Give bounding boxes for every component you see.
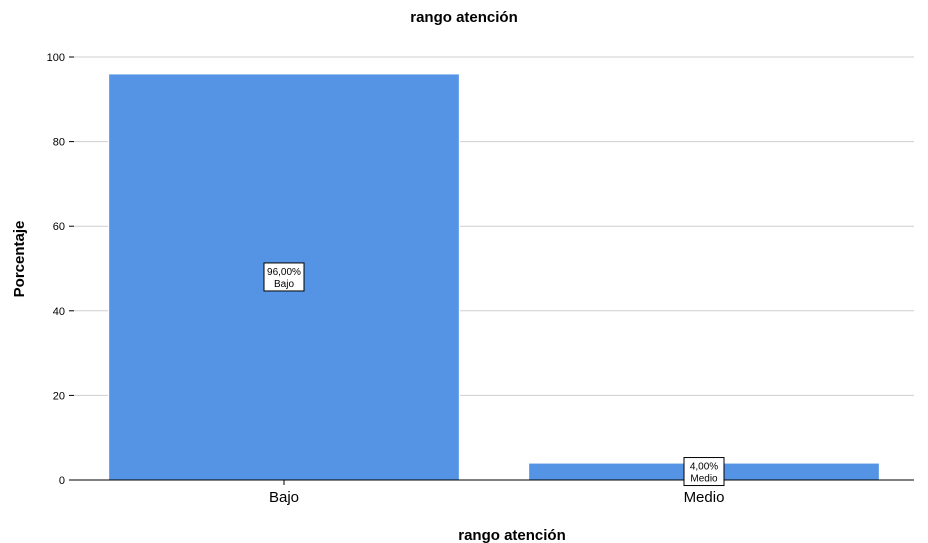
data-label: 4,00%Medio <box>683 457 725 487</box>
y-tick-label: 100 <box>47 52 65 64</box>
y-tick-label: 40 <box>53 306 65 318</box>
data-label-value: 96,00% <box>267 267 301 278</box>
bars <box>108 73 880 481</box>
data-label-category: Medio <box>690 474 718 485</box>
x-axis-label: rango atención <box>458 527 566 543</box>
x-tick-label: Medio <box>684 489 725 506</box>
x-axis-ticks: Bajo Medio <box>269 480 724 506</box>
chart-title: rango atención <box>410 9 518 26</box>
data-label-value: 4,00% <box>690 462 718 473</box>
data-label-box <box>263 262 305 292</box>
y-tick-label: 0 <box>59 475 65 487</box>
data-label-category: Bajo <box>274 279 294 290</box>
y-tick-label: 80 <box>53 137 65 149</box>
y-tick-label: 60 <box>53 221 65 233</box>
data-label: 96,00%Bajo <box>263 262 305 292</box>
data-label-box <box>683 457 725 487</box>
y-tick-label: 20 <box>53 390 65 402</box>
y-axis-label: Porcentaje <box>11 221 28 298</box>
y-axis-ticks: 0 20 40 60 80 100 <box>47 52 74 487</box>
data-labels: 96,00%Bajo 4,00%Medio <box>263 262 725 487</box>
x-tick-label: Bajo <box>269 489 299 506</box>
